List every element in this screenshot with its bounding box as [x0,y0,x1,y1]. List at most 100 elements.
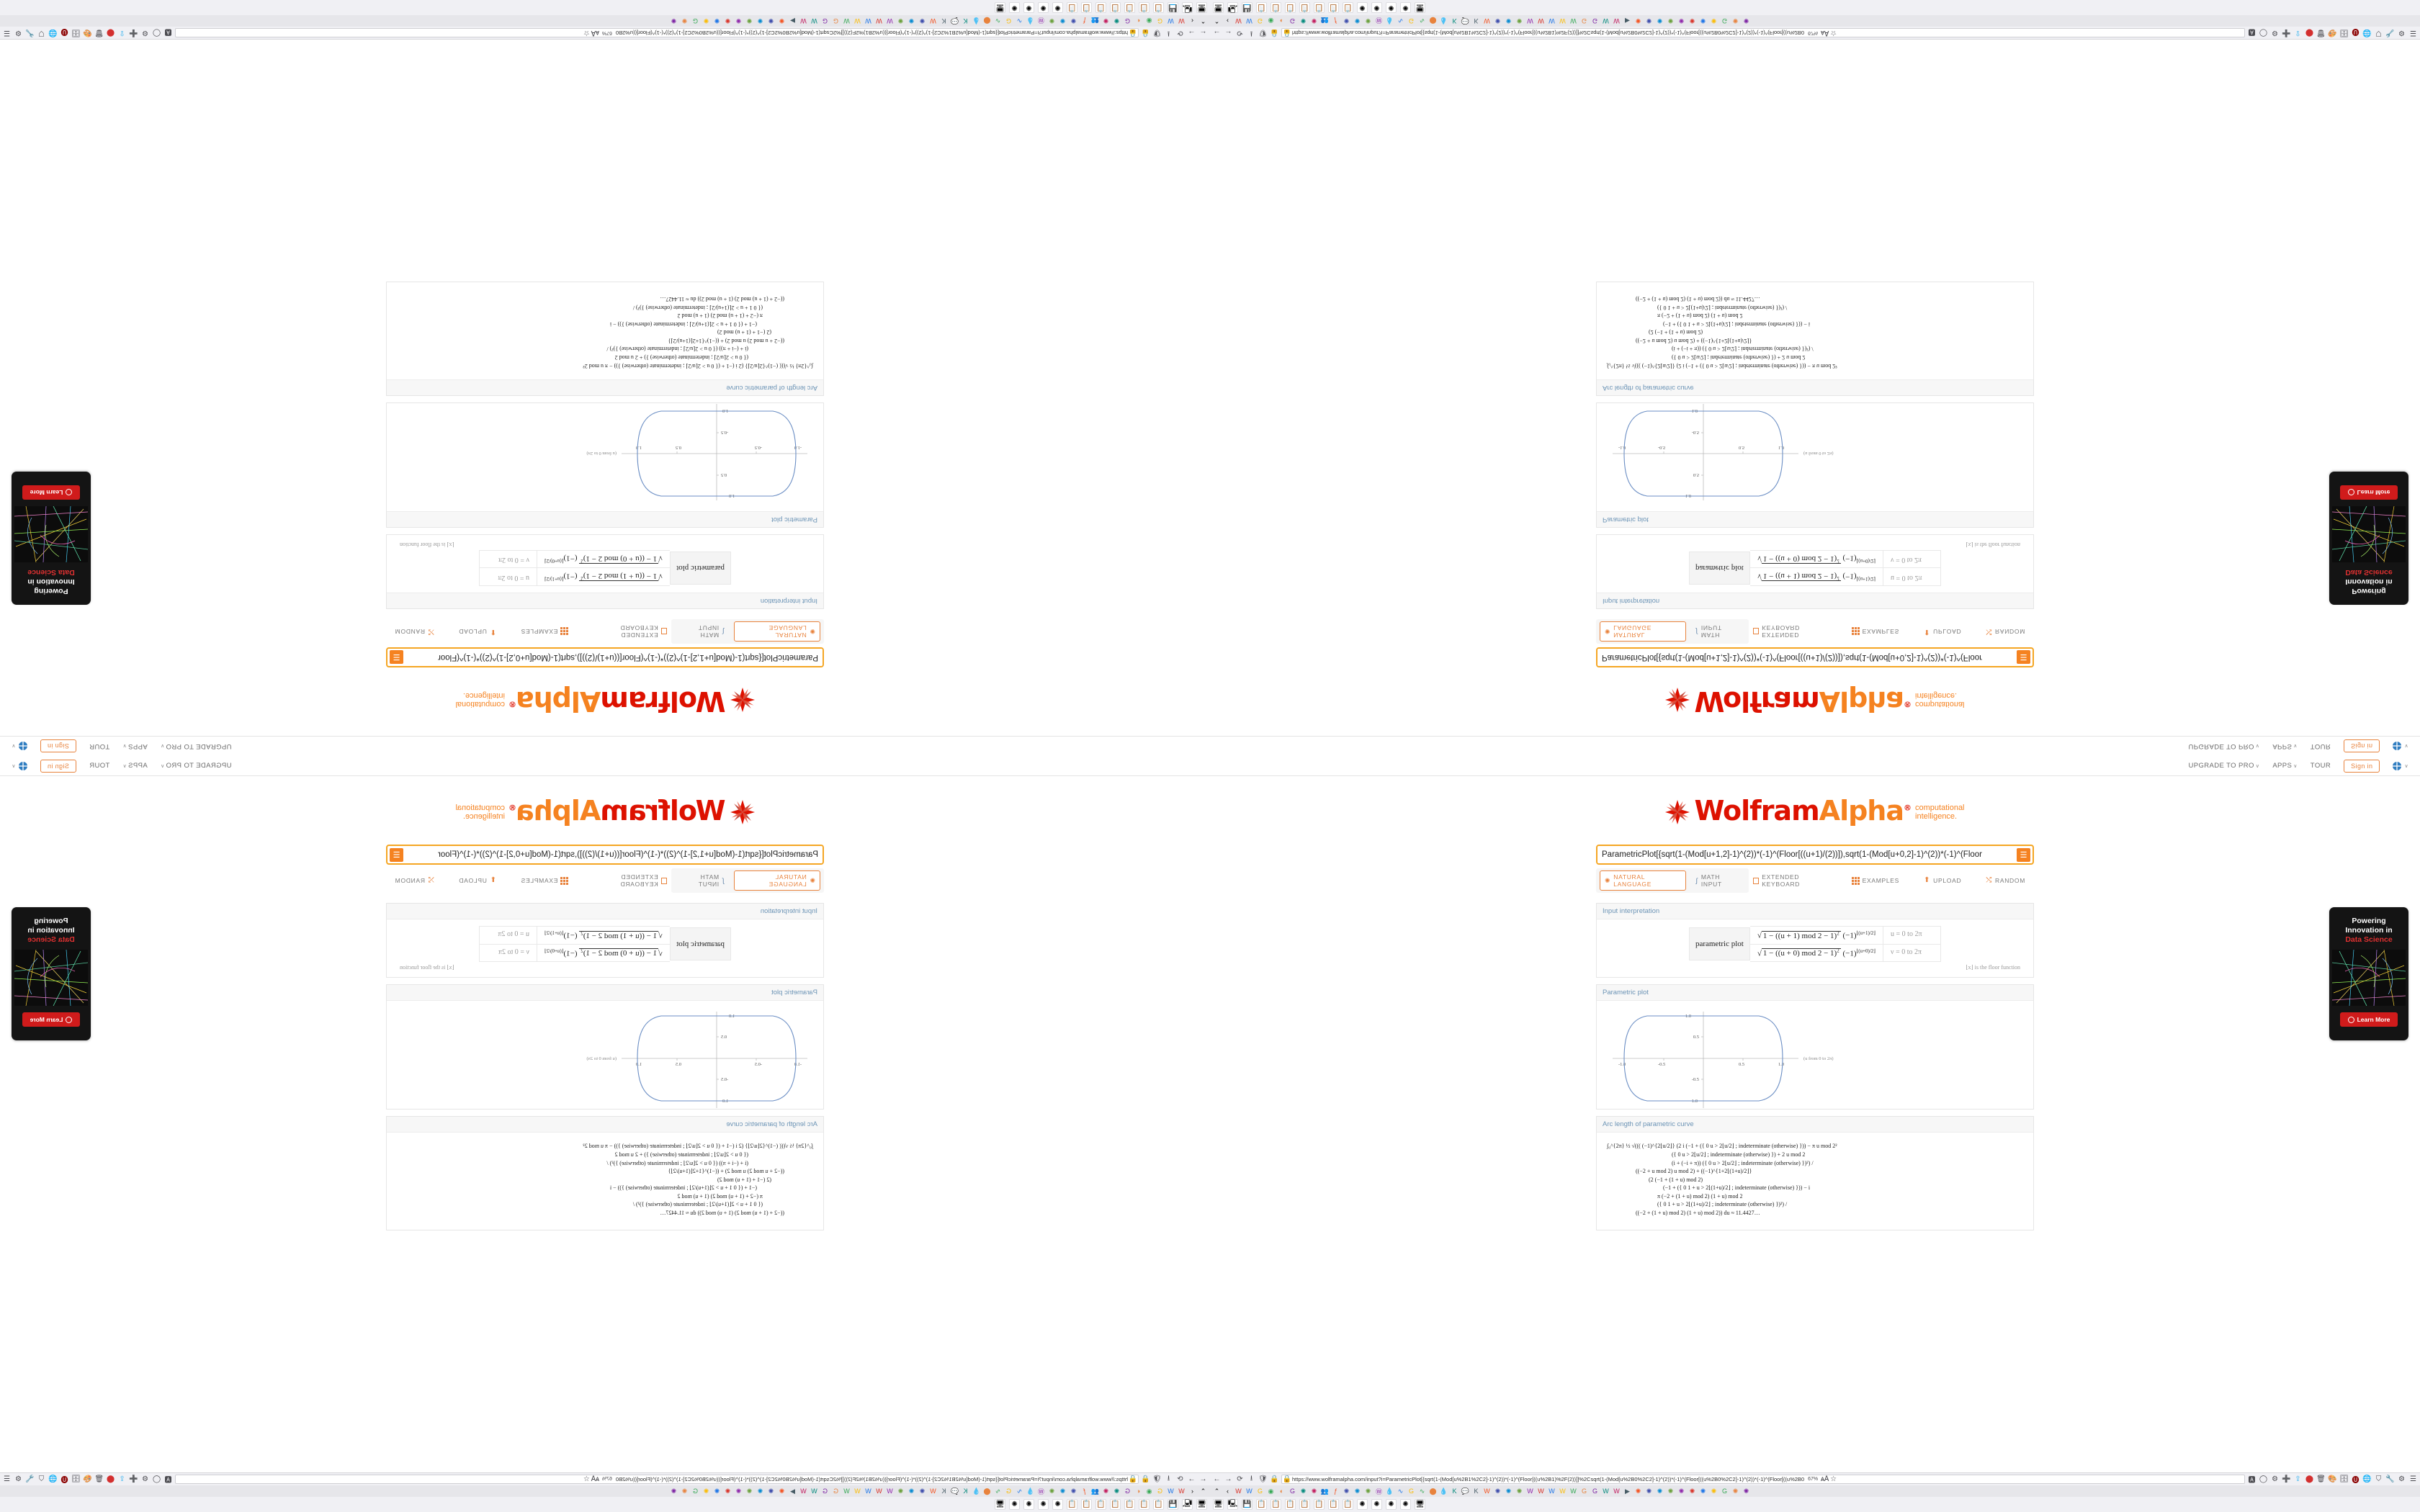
nav-apps[interactable]: APPS∨ [2272,762,2297,770]
browser-tab[interactable]: W [887,1488,893,1495]
container-icon[interactable]: ◯ [152,29,161,37]
search-input-wrapper[interactable] [386,845,824,865]
bookmark-item[interactable]: 📋 [1328,2,1339,14]
address-bar[interactable]: 🔒 https://www.wolframalpha.com/input?i=P… [175,28,1139,37]
browser-tab[interactable]: W [1613,17,1620,24]
bookmark-star-icon[interactable]: ☆ [1830,29,1837,37]
browser-chrome[interactable]: ← → ⟳ ⭳ 🛡 🔒 🔒 https://www.wolframalpha.c… [0,0,1210,40]
reload-icon[interactable]: ⟳ [1177,29,1183,37]
search-input[interactable] [1597,846,2017,863]
browser-tab[interactable]: 💬 [950,17,959,25]
random-button[interactable]: ⤭ RANDOM [1981,875,2030,886]
submit-button[interactable] [2017,650,2030,665]
bookmark-item[interactable]: 📋 [1270,2,1281,14]
record-icon[interactable]: ⬤ [2305,29,2314,37]
browser-tab[interactable]: ✺ [897,1487,904,1495]
browser-tab[interactable]: ✺ [735,17,742,25]
browser-tab[interactable]: ✺ [1365,1487,1371,1495]
bookmark-item[interactable]: 🖥 [1213,2,1224,14]
browser-tab[interactable]: W [1178,17,1185,24]
bookmark-item[interactable]: 📋 [1343,2,1353,14]
reload-icon[interactable]: ⟳ [1177,1475,1183,1483]
bookmark-item[interactable]: ✺ [1038,1498,1049,1510]
browser-tab[interactable]: ✺ [1711,17,1717,25]
browser-tab[interactable]: ✺ [1343,17,1350,25]
bookmark-item[interactable]: 📋 [1285,1498,1296,1510]
browser-tab[interactable]: ✺ [725,17,731,25]
browser-tab[interactable]: ✺ [1113,17,1120,25]
bookmark-item[interactable]: 🖳 [1227,1498,1238,1510]
browser-tab[interactable]: ▶ [790,1487,795,1495]
input-actions-group[interactable]: EXTENDED KEYBOARD EXAMPLES ⬆ UPLOAD [1749,622,2034,641]
pod-parametric-plot[interactable]: Parametric plot [386,402,824,528]
browser-tab[interactable]: ✺ [1689,1487,1695,1495]
input-actions-group[interactable]: EXTENDED KEYBOARD EXAMPLES ⬆ UPLOAD [1749,871,2034,890]
sync-icon[interactable]: ⇪ [119,29,125,37]
address-bar[interactable]: 🔒 https://www.wolframalpha.com/input?i=P… [175,1475,1139,1484]
browser-tab[interactable]: ∿ [1419,1487,1425,1495]
browser-tab[interactable]: ✺ [1667,1487,1674,1495]
language-selector[interactable]: ∨ [12,761,27,770]
browser-tab[interactable]: ✺ [1700,1487,1706,1495]
wolframalpha-page[interactable]: UPGRADE TO PRO∨ APPS∨ TOUR Sign in ∨ [0,40,1210,756]
bookmark-item[interactable]: 📋 [1343,1498,1353,1510]
extended-keyboard-button[interactable]: EXTENDED KEYBOARD [1749,622,1832,641]
bookmark-item[interactable]: 📋 [1299,1498,1310,1510]
scroll-tabs-left-icon[interactable]: ‹ [1227,17,1229,24]
browser-tab[interactable]: ✺ [1678,17,1685,25]
browser-tab[interactable]: 👥 [1320,1487,1330,1495]
browser-tab[interactable]: ✺ [1049,1487,1055,1495]
browser-tab[interactable]: G [1592,1488,1597,1495]
pod-parametric-plot[interactable]: Parametric plot [386,984,824,1110]
list-all-tabs-icon[interactable]: ⌃ [1214,1487,1220,1495]
extension-gear-icon[interactable]: ⚙ [2272,1475,2278,1483]
bookmark-item[interactable]: 📋 [1153,2,1164,14]
browser-tab[interactable]: ✺ [757,1487,763,1495]
firefox-browser-window[interactable]: UPGRADE TO PRO∨ APPS∨ TOUR Sign in ∨ [0,0,1210,756]
ublock-icon[interactable]: 🅤 [60,1477,68,1485]
bookmark-item[interactable]: 🖥 [1196,1498,1207,1510]
browser-tab[interactable]: G [1721,17,1727,24]
plot-canvas[interactable]: -1.0 -0.5 0.5 1.0 1.0 0.5 -0.5 -1.0 (u f… [1597,403,2033,511]
settings-gear-icon[interactable]: ⚙ [2398,29,2405,37]
browser-tab[interactable]: K [963,17,968,24]
browser-tab[interactable]: G [823,17,828,24]
browser-tab[interactable]: G [1157,17,1163,24]
browser-tab[interactable]: ▶ [1625,17,1630,25]
nav-upgrade-to-pro[interactable]: UPGRADE TO PRO∨ [2188,742,2259,750]
math-input-button[interactable]: ∫ MATH INPUT [1692,871,1745,890]
bookmark-item[interactable]: 📋 [1110,1498,1121,1510]
browser-tab[interactable]: W [800,17,807,24]
browser-tab[interactable]: ∿ [995,17,1001,25]
container-icon[interactable]: ◯ [2259,1475,2268,1483]
browser-tab[interactable]: W [1178,1488,1185,1495]
back-arrow-icon[interactable]: ← [1199,29,1207,37]
firefox-browser-window[interactable]: UPGRADE TO PRO∨ APPS∨ TOUR Sign in ∨ [1210,756,2420,1512]
zoom-level-indicator[interactable]: 67% [601,1477,612,1482]
bookmark-item[interactable]: 🖳 [1182,1498,1193,1510]
natural-language-button[interactable]: ✺ NATURAL LANGUAGE [734,621,820,642]
pod-input-interpretation[interactable]: Input interpretation parametric plot √1 … [386,903,824,978]
examples-button[interactable]: EXAMPLES [1847,875,1904,887]
browser-tab[interactable]: ✺ [1070,1487,1077,1495]
browser-tabstrip[interactable]: ⌃ ‹ W W G ◉ ◐ G ✺ ✺ 👥 ƒ ✺ ✺ ✺ Ⓦ 💧 ∿ G ∿ ⬤ 💧 K 💬 K W ✺ ✺ ✺ W W W W W G G W W… [0,15,1210,27]
browser-tab[interactable]: Ⓦ [1038,17,1045,24]
browser-tab[interactable]: ⬤ [983,1487,991,1495]
firefox-browser-window[interactable]: UPGRADE TO PRO∨ APPS∨ TOUR Sign in ∨ [0,756,1210,1512]
browser-tab[interactable]: W [1484,17,1490,24]
submit-button[interactable] [390,847,403,862]
browser-tab[interactable]: W [930,1488,936,1495]
address-bar[interactable]: 🔒 https://www.wolframalpha.com/input?i=P… [1281,1475,2245,1484]
browser-tab[interactable]: W [1168,1488,1174,1495]
pod-arc-length[interactable]: Arc length of parametric curve ∫₀^{2π} ½… [386,1116,824,1230]
browser-chrome[interactable]: ← → ⟳ ⭳ 🛡 🔒 🔒 https://www.wolframalpha.c… [1210,1472,2420,1512]
browser-tab[interactable]: ✺ [1059,17,1066,25]
sidebar-ad[interactable]: Powering Innovation in Data Science [12,907,91,1040]
browser-tab[interactable]: ✺ [703,1487,709,1495]
trash-icon[interactable]: 🗑 [94,29,104,37]
browser-tab[interactable]: W [1538,17,1544,24]
random-button[interactable]: ⤭ RANDOM [1981,626,2030,637]
nav-tour[interactable]: TOUR [89,742,109,750]
browser-tab[interactable]: ✺ [919,17,926,25]
sync-icon[interactable]: ⇪ [119,1475,125,1483]
